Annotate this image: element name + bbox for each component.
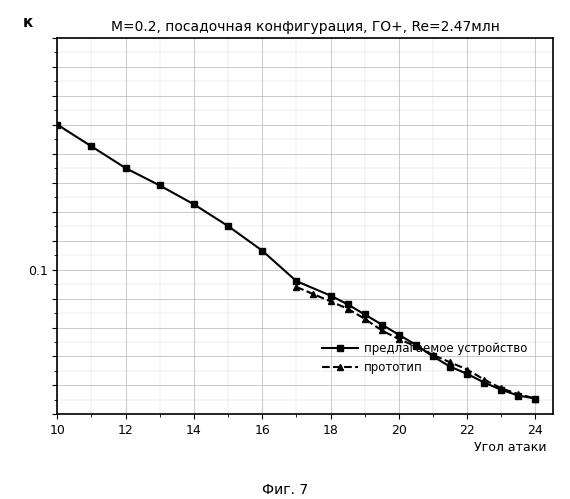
прототип [498, 385, 505, 391]
прототип [378, 327, 385, 333]
прототип [481, 377, 488, 383]
прототип [464, 367, 471, 373]
прототип [413, 343, 420, 349]
предлагаемое устройство [464, 371, 471, 377]
предлагаемое устройство [413, 342, 420, 348]
предлагаемое устройство [54, 122, 61, 128]
предлагаемое устройство [293, 278, 300, 284]
предлагаемое устройство [344, 301, 351, 307]
предлагаемое устройство [481, 380, 488, 386]
предлагаемое устройство [498, 387, 505, 393]
Text: к: к [23, 15, 33, 30]
предлагаемое устройство [396, 332, 402, 338]
предлагаемое устройство [156, 183, 163, 189]
прототип [430, 352, 437, 358]
предлагаемое устройство [225, 223, 231, 229]
прототип [293, 284, 300, 290]
прототип [361, 316, 368, 322]
прототип [327, 298, 334, 304]
предлагаемое устройство [327, 292, 334, 298]
прототип [344, 306, 351, 312]
прототип [532, 396, 539, 402]
предлагаемое устройство [430, 353, 437, 359]
прототип [447, 359, 454, 365]
Line: прототип: прототип [293, 283, 539, 402]
прототип [515, 391, 522, 397]
предлагаемое устройство [447, 364, 454, 370]
Text: Угол атаки: Угол атаки [474, 441, 547, 454]
предлагаемое устройство [259, 248, 266, 253]
предлагаемое устройство [361, 311, 368, 317]
предлагаемое устройство [88, 143, 95, 149]
Title: M=0.2, посадочная конфигурация, ГО+, Re=2.47млн: M=0.2, посадочная конфигурация, ГО+, Re=… [111, 20, 499, 34]
предлагаемое устройство [122, 165, 129, 171]
Legend: предлагаемое устройство, прототип: предлагаемое устройство, прототип [317, 337, 532, 378]
прототип [310, 291, 317, 297]
Text: Фиг. 7: Фиг. 7 [262, 483, 308, 497]
предлагаемое устройство [378, 322, 385, 328]
предлагаемое устройство [532, 396, 539, 402]
Line: предлагаемое устройство: предлагаемое устройство [54, 122, 539, 402]
предлагаемое устройство [515, 393, 522, 399]
прототип [396, 336, 402, 342]
предлагаемое устройство [190, 201, 197, 207]
